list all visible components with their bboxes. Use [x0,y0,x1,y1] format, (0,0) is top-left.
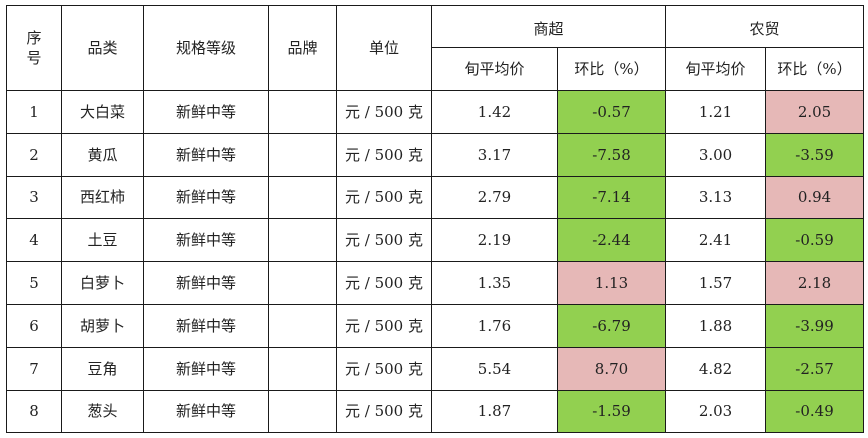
header-market-avg-price: 旬平均价 [665,47,767,91]
category-name-cell: 胡萝卜 [61,303,144,348]
unit-cell: 元 / 500 克 [336,90,432,134]
market-change-cell: 2.05 [765,90,865,134]
category-name-cell: 白萝卜 [61,261,144,305]
row-number-cell: 2 [6,132,62,177]
row-number-cell: 7 [6,346,62,391]
supermarket-change-cell: 8.70 [556,346,667,391]
brand-cell [268,132,337,177]
brand-cell [268,218,337,263]
header-supermarket-avg-price: 旬平均价 [431,47,558,91]
table-row: 5 白萝卜 新鲜中等 元 / 500 克 1.35 1.13 1.57 2.18 [6,261,865,305]
header-market-change: 环比（%） [765,47,865,91]
supermarket-avg-price-cell: 5.54 [431,346,558,391]
brand-cell [268,389,337,434]
table-row: 2 黄瓜 新鲜中等 元 / 500 克 3.17 -7.58 3.00 -3.59 [6,132,865,177]
brand-cell [268,175,337,220]
spec-grade-cell: 新鲜中等 [143,90,269,134]
market-change-cell: -2.57 [765,346,865,391]
supermarket-avg-price-cell: 3.17 [431,132,558,177]
market-change-cell: 2.18 [765,261,865,305]
unit-cell: 元 / 500 克 [336,132,432,177]
spec-grade-cell: 新鲜中等 [143,175,269,220]
category-name-cell: 豆角 [61,346,144,391]
supermarket-change-cell: -6.79 [556,303,667,348]
spec-grade-cell: 新鲜中等 [143,346,269,391]
market-avg-price-cell: 3.13 [665,175,767,220]
market-change-cell: -3.59 [765,132,865,177]
table-row: 6 胡萝卜 新鲜中等 元 / 500 克 1.76 -6.79 1.88 -3.99 [6,303,865,348]
spec-grade-cell: 新鲜中等 [143,218,269,263]
header-supermarket-change: 环比（%） [556,47,667,91]
market-change-cell: -3.99 [765,303,865,348]
supermarket-avg-price-cell: 1.42 [431,90,558,134]
vegetable-price-table: 序号 品类 规格等级 品牌 单位 商超 农贸 旬平均价 环比（%） 旬平均价 环… [6,5,865,434]
unit-cell: 元 / 500 克 [336,175,432,220]
row-number-cell: 1 [6,90,62,134]
row-number-cell: 8 [6,389,62,434]
spec-grade-cell: 新鲜中等 [143,132,269,177]
row-number-cell: 4 [6,218,62,263]
supermarket-change-cell: -0.57 [556,90,667,134]
header-brand: 品牌 [268,5,337,91]
market-change-cell: -0.49 [765,389,865,434]
market-avg-price-cell: 2.41 [665,218,767,263]
spec-grade-cell: 新鲜中等 [143,261,269,305]
supermarket-change-cell: -7.14 [556,175,667,220]
supermarket-avg-price-cell: 2.79 [431,175,558,220]
row-number-cell: 5 [6,261,62,305]
supermarket-change-cell: -2.44 [556,218,667,263]
table-row: 3 西红柿 新鲜中等 元 / 500 克 2.79 -7.14 3.13 0.94 [6,175,865,220]
brand-cell [268,90,337,134]
header-category: 品类 [61,5,144,91]
category-name-cell: 葱头 [61,389,144,434]
market-change-cell: -0.59 [765,218,865,263]
table-row: 8 葱头 新鲜中等 元 / 500 克 1.87 -1.59 2.03 -0.49 [6,389,865,434]
market-avg-price-cell: 1.21 [665,90,767,134]
market-change-cell: 0.94 [765,175,865,220]
supermarket-avg-price-cell: 1.76 [431,303,558,348]
supermarket-avg-price-cell: 1.35 [431,261,558,305]
unit-cell: 元 / 500 克 [336,303,432,348]
header-unit: 单位 [336,5,432,91]
market-avg-price-cell: 4.82 [665,346,767,391]
spec-grade-cell: 新鲜中等 [143,303,269,348]
unit-cell: 元 / 500 克 [336,389,432,434]
header-seq: 序号 [6,5,62,91]
category-name-cell: 大白菜 [61,90,144,134]
market-avg-price-cell: 2.03 [665,389,767,434]
row-number-cell: 6 [6,303,62,348]
market-avg-price-cell: 1.57 [665,261,767,305]
market-avg-price-cell: 3.00 [665,132,767,177]
supermarket-avg-price-cell: 2.19 [431,218,558,263]
brand-cell [268,346,337,391]
header-market: 农贸 [665,5,865,48]
unit-cell: 元 / 500 克 [336,261,432,305]
header-spec: 规格等级 [143,5,269,91]
brand-cell [268,261,337,305]
table-row: 1 大白菜 新鲜中等 元 / 500 克 1.42 -0.57 1.21 2.05 [6,90,865,134]
unit-cell: 元 / 500 克 [336,218,432,263]
brand-cell [268,303,337,348]
table-row: 4 土豆 新鲜中等 元 / 500 克 2.19 -2.44 2.41 -0.59 [6,218,865,263]
category-name-cell: 土豆 [61,218,144,263]
supermarket-change-cell: 1.13 [556,261,667,305]
category-name-cell: 黄瓜 [61,132,144,177]
supermarket-change-cell: -1.59 [556,389,667,434]
row-number-cell: 3 [6,175,62,220]
supermarket-change-cell: -7.58 [556,132,667,177]
spec-grade-cell: 新鲜中等 [143,389,269,434]
category-name-cell: 西红柿 [61,175,144,220]
supermarket-avg-price-cell: 1.87 [431,389,558,434]
header-supermarket: 商超 [430,5,667,48]
market-avg-price-cell: 1.88 [665,303,767,348]
unit-cell: 元 / 500 克 [336,346,432,391]
table-row: 7 豆角 新鲜中等 元 / 500 克 5.54 8.70 4.82 -2.57 [6,346,865,391]
